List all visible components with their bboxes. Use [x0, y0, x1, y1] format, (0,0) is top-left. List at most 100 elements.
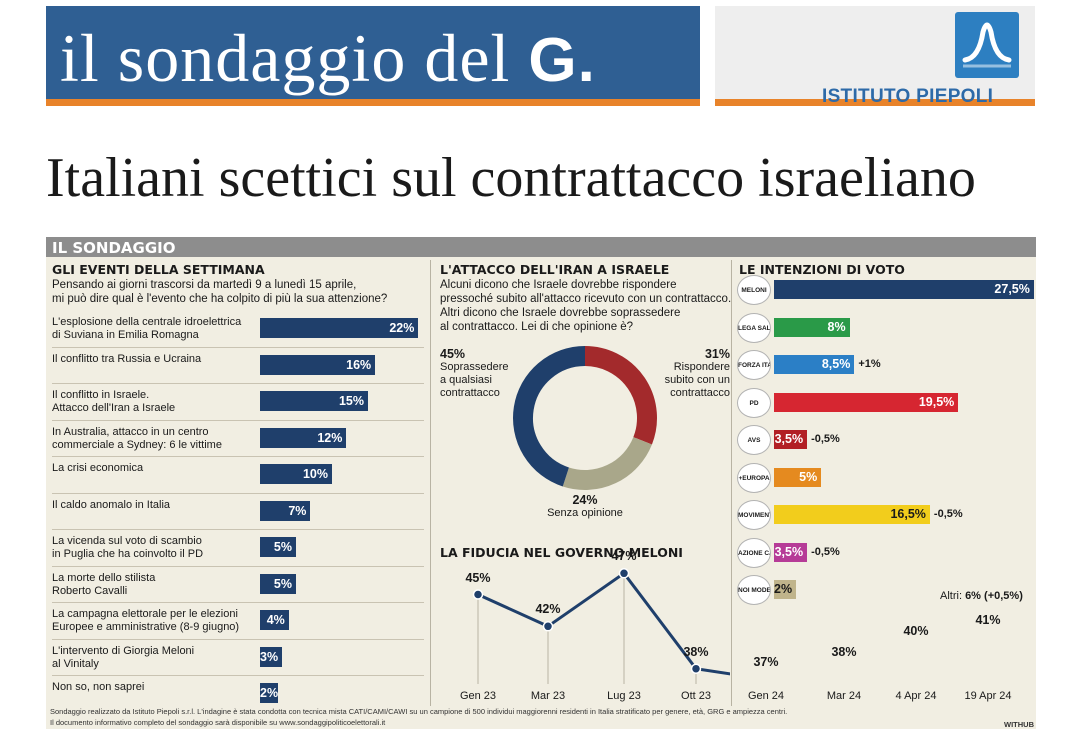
altri-note: Altri: 6% (+0,5%) [940, 590, 1023, 602]
event-label: La morte dello stilista Roberto Cavalli [52, 572, 257, 598]
event-bar: 3% [260, 646, 282, 667]
fiducia-value-label: 38% [683, 644, 709, 659]
donut-label-pct: 45% [440, 347, 466, 361]
fiducia-value-label: 42% [535, 602, 561, 617]
donut-label-line: contrattacco [440, 387, 500, 399]
events-question-line: mi può dire qual è l'evento che ha colpi… [52, 293, 388, 305]
event-label-line: Il conflitto in Israele. [52, 389, 150, 401]
event-bar: 7% [260, 500, 311, 521]
event-separator [52, 638, 424, 640]
donut-label-line: Rispondere [673, 361, 730, 373]
event-label: Non so, non saprei [52, 681, 257, 694]
event-label-line: Il conflitto tra Russia e Ucraina [52, 352, 202, 365]
event-label-line: Non so, non saprei [52, 681, 145, 693]
event-separator [52, 492, 424, 494]
event-label: La crisi economica [52, 462, 257, 475]
party-bar: 8% [774, 317, 850, 337]
attack-question-line: al contrattacco. Lei di che opinione è? [440, 321, 634, 333]
fiducia-x-label: Lug 23 [607, 690, 641, 702]
party-bar: 27,5% [774, 280, 1034, 299]
event-bar: 4% [260, 610, 289, 630]
attack-question-line: Alcuni dicono che Israele dovrebbe rispo… [440, 279, 677, 291]
fiducia-value-label: 40% [903, 623, 929, 638]
event-label: L'esplosione della centrale idroelettric… [52, 316, 257, 342]
party-bar: 2% [774, 580, 796, 599]
fiducia-point [472, 589, 484, 600]
event-label-line: Attacco dell'Iran a Israele [52, 402, 176, 414]
event-label: Il conflitto in Israele. Attacco dell'Ira… [52, 389, 257, 415]
fiducia-x-label: Ott 23 [681, 690, 711, 702]
fiducia-value-label: 38% [831, 644, 857, 659]
event-label-line: In Australia, attacco in un centro [52, 425, 209, 438]
fiducia-value-label: 45% [465, 570, 491, 585]
donut-label-line: a qualsiasi [440, 374, 492, 386]
column-divider-left [430, 260, 431, 706]
party-logo-icon: LEGA SALVINI [737, 312, 771, 343]
donut-label: 31% Rispondere subito con un contrattacco [620, 348, 730, 400]
party-bar: 5% [774, 467, 822, 487]
event-separator [52, 419, 424, 421]
donut-slice [562, 436, 652, 490]
event-label: In Australia, attacco in un centro commer… [52, 426, 257, 452]
brand-name: ISTITUTO PIEPOLI [822, 86, 994, 107]
fiducia-value-label: 47% [611, 549, 637, 564]
fiducia-line-chart [472, 568, 730, 684]
event-separator [52, 565, 424, 567]
fiducia-value-label: 41% [975, 612, 1001, 627]
event-label-line: La vicenda sul voto di scambio [52, 535, 202, 547]
fiducia-value-label: 37% [753, 655, 779, 670]
donut-label-pct: 31% [704, 347, 730, 361]
masthead-title-main: il sondaggio del [60, 20, 511, 96]
attack-question-line: Altri dicono che Israele dovrebbe sopras… [440, 307, 681, 319]
attack-donut-chart [513, 346, 657, 490]
fiducia-x-label: Mar 23 [530, 690, 566, 702]
attack-title: L'ATTACCO DELL'IRAN A ISRAELE [440, 262, 670, 277]
footnote-line: Sondaggio realizzato da Istituto Piepoli… [50, 707, 788, 716]
event-bar: 15% [260, 391, 368, 411]
attack-question: Alcuni dicono che Israele dovrebbe rispo… [440, 278, 731, 334]
fiducia-point [690, 663, 702, 674]
event-label-line: Roberto Cavalli [52, 584, 128, 597]
party-delta: -0,5% [933, 508, 963, 520]
credit: WITHUB [1004, 720, 1034, 729]
party-logo-icon: AZIONE CALENDA [737, 537, 771, 568]
party-delta: -0,5% [811, 433, 840, 445]
donut-label: 45% Soprassedere a qualsiasi contrattacco [440, 348, 550, 400]
fiducia-x-label: Gen 24 [747, 690, 785, 702]
event-label-line: Europee e amministrative (8-9 giugno) [52, 621, 240, 633]
party-logo-icon: +EUROPA [737, 462, 771, 493]
event-label-line: L'intervento di Giorgia Meloni [52, 644, 195, 657]
donut-label-line: contrattacco [670, 387, 730, 399]
attack-question-line: pressoché subito all'attacco ricevuto co… [440, 293, 732, 305]
event-separator [52, 456, 424, 457]
fiducia-x-label: 19 Apr 24 [964, 690, 1012, 702]
donut-label-line: Senza opinione [547, 507, 623, 519]
altri-value: 6% [965, 590, 981, 602]
events-question-line: Pensando ai giorni trascorsi da martedì … [52, 279, 357, 291]
event-bar: 5% [260, 537, 296, 557]
event-bar: 22% [260, 318, 419, 338]
panel-header-bar [46, 237, 1036, 257]
event-label-line: al Vinitaly [52, 657, 99, 670]
party-logo-icon: NOI MODERATI LIBERTA' [737, 575, 771, 605]
party-logo-icon: MELONI [737, 275, 771, 305]
event-bar: 12% [260, 427, 347, 448]
events-question: Pensando ai giorni trascorsi da martedì … [52, 278, 387, 306]
party-bar: 16,5% [774, 505, 930, 524]
event-label-line: La crisi economica [52, 462, 144, 474]
column-divider-right [731, 260, 732, 706]
donut-label-line: subito con un [664, 374, 730, 386]
party-bar: 3,5% [774, 430, 808, 449]
party-logo-icon: PD [737, 387, 771, 418]
event-separator [52, 602, 424, 603]
panel-title: IL SONDAGGIO [52, 239, 176, 257]
event-label-line: commerciale a Sydney: 6 le vittime [52, 438, 222, 451]
altri-label: Altri: [940, 590, 962, 602]
event-label: Il conflitto tra Russia e Ucraina [52, 353, 257, 366]
altri-delta: (+0,5%) [984, 590, 1023, 602]
event-label-line: L'esplosione della centrale idroelettric… [52, 316, 242, 328]
piepoli-logo-icon [955, 12, 1019, 78]
party-bar: 19,5% [774, 392, 959, 412]
donut-label: 24% Senza opinione [525, 494, 645, 520]
masthead-title: il sondaggio del G. [60, 24, 596, 92]
